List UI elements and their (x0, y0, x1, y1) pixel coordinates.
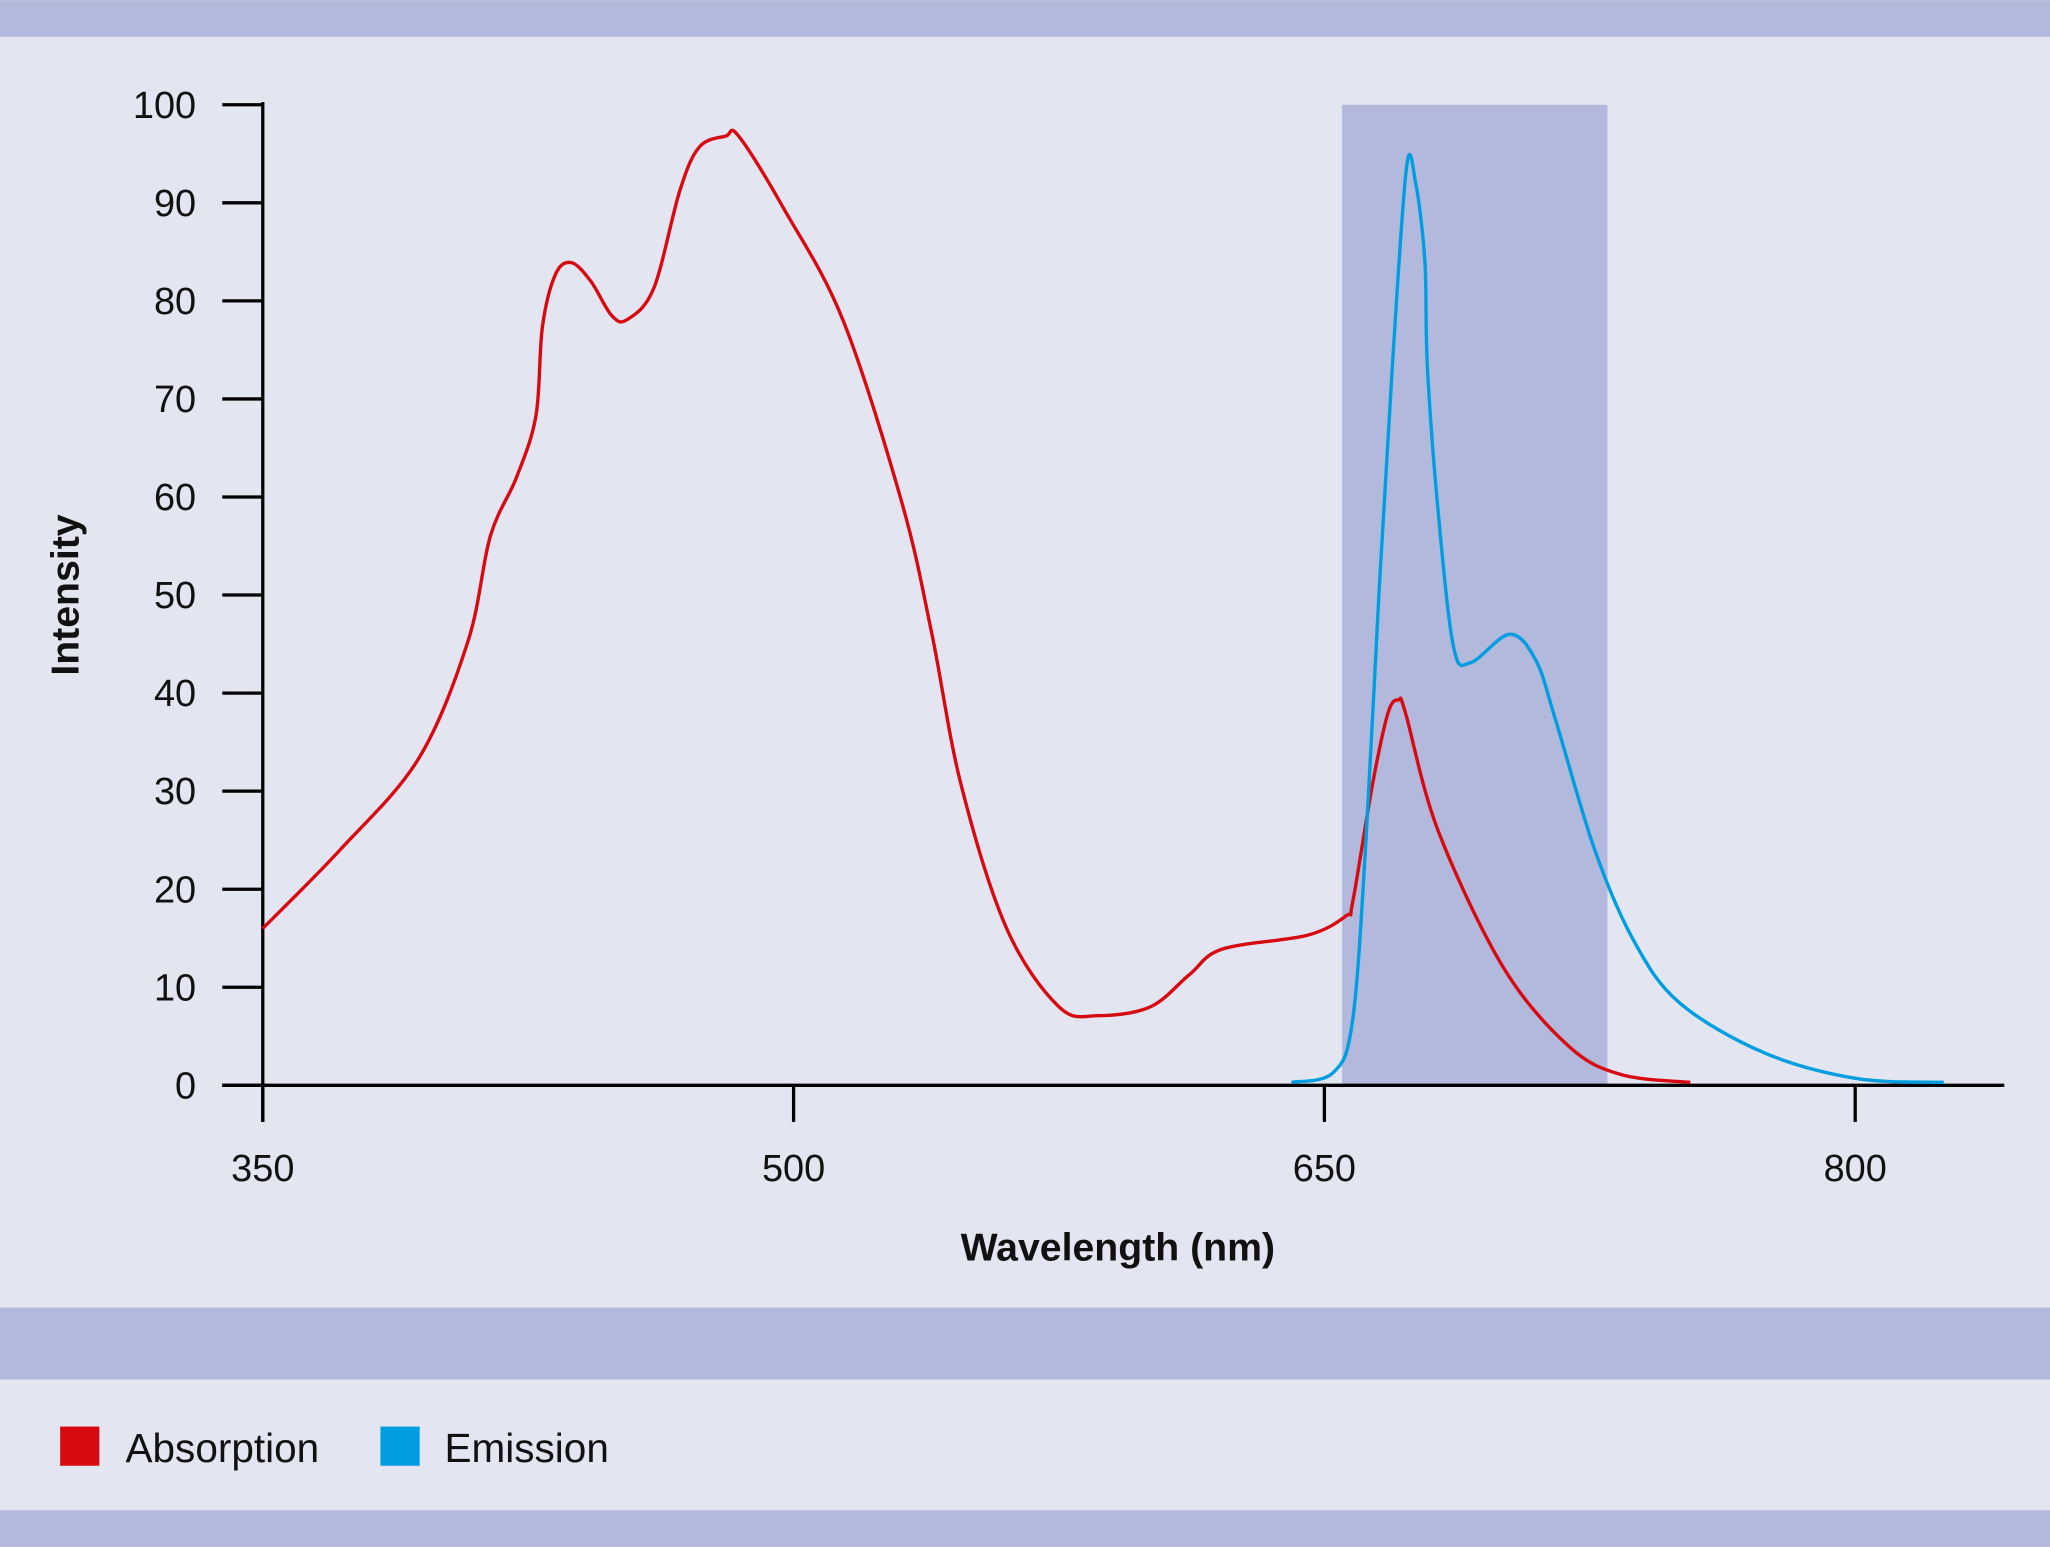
series-group (261, 128, 1944, 1085)
y-tick-label: 30 (154, 771, 196, 813)
x-tick-label: 800 (1824, 1148, 1887, 1190)
highlight-band (1342, 104, 1608, 1086)
top-band (0, 0, 2050, 37)
y-tick-label: 50 (154, 575, 196, 617)
x-tick-label: 350 (231, 1148, 294, 1190)
y-tick-label: 100 (133, 85, 196, 127)
y-tick-label: 20 (154, 869, 196, 911)
y-axis-label: Intensity (43, 514, 87, 675)
y-tick-label: 10 (154, 967, 196, 1009)
series-line-emission (1291, 152, 1944, 1085)
bottom-band (0, 1510, 2050, 1547)
legend-label-emission: Emission (445, 1425, 609, 1471)
x-axis-label: Wavelength (nm) (961, 1226, 1275, 1270)
x-tick-label: 500 (762, 1148, 825, 1190)
y-tick-label: 90 (154, 183, 196, 225)
y-tick-label: 60 (154, 477, 196, 519)
y-tick-label: 70 (154, 379, 196, 421)
legend-label-absorption: Absorption (126, 1425, 320, 1471)
legend: Absorption Emission (60, 1425, 609, 1471)
axes: 0 10 20 30 40 50 60 70 80 90 100 350 500 650 800 (133, 85, 2005, 1190)
y-tick-label: 80 (154, 281, 196, 323)
middle-band (0, 1307, 2050, 1380)
x-tick-label: 650 (1293, 1148, 1356, 1190)
y-tick-label: 40 (154, 673, 196, 715)
legend-swatch-emission (380, 1426, 420, 1466)
series-line-absorption (261, 128, 1691, 1085)
legend-swatch-absorption (60, 1426, 100, 1466)
y-tick-label: 0 (175, 1065, 196, 1107)
